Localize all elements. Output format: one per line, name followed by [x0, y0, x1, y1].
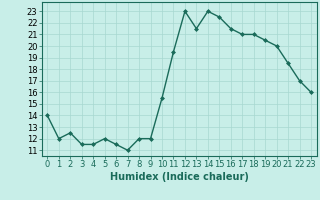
- X-axis label: Humidex (Indice chaleur): Humidex (Indice chaleur): [110, 172, 249, 182]
